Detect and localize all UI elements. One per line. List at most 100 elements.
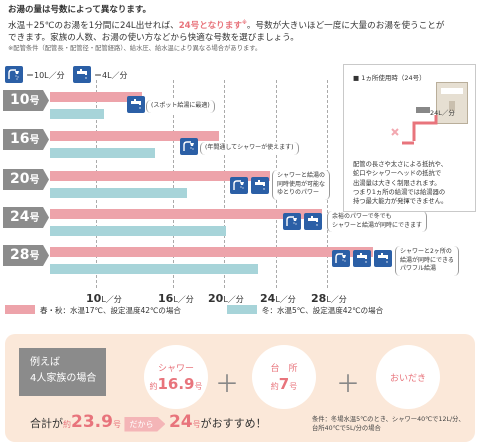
- x-tick-unit: L／分: [275, 295, 296, 304]
- row16-shower-icon: [180, 138, 198, 155]
- intro-footnote-mark: ※: [241, 20, 247, 26]
- legend-swatch-spring: [5, 305, 35, 314]
- intro-paragraph: 水温＋25℃のお湯を1分間に24L出せれば、24号となります※。号数が大きいほど…: [8, 17, 474, 45]
- row16-bubble: (年間通してシャワーが使えます): [200, 142, 299, 155]
- sum-arrow-tag: だから: [124, 416, 166, 432]
- intro-line1-a: 水温＋25℃のお湯を1分間に24L出せれば、: [8, 20, 179, 31]
- grid-line-20: [224, 80, 225, 288]
- row24-bubble: 余裕のパワーで冬でも シャワーと給湯が同時にできます: [327, 211, 428, 232]
- recommended-unit: 号: [192, 420, 201, 429]
- legend-label-spring: 春・秋：水温17℃、設定温度42℃の場合: [40, 306, 181, 315]
- reheat-circle-label: おいだき: [389, 374, 426, 384]
- legend-swatch-winter: [227, 305, 257, 314]
- recommended-value: 24: [168, 412, 193, 432]
- panel-flow: 24L／分: [430, 109, 455, 117]
- row10-faucet-icon: [127, 96, 145, 113]
- bar-spring-24: [50, 209, 322, 219]
- row-label-16: 16号: [3, 129, 49, 150]
- row28-bubble-line2: 給湯が同時にできる: [400, 256, 454, 264]
- kitchen-circle: 台 所 約7号: [252, 345, 316, 409]
- panel-body-line2: 蛇口やシャワーヘッドの抵抗で: [353, 170, 442, 178]
- row20-bubble-line2: 同時使用が可能な: [277, 180, 326, 188]
- bar-winter-10: [50, 109, 104, 119]
- shower-icon: [5, 66, 23, 83]
- conditions-line2: 台所40℃で5L/分の場合: [312, 425, 381, 432]
- example-label-line1: 例えば: [30, 357, 60, 368]
- shower-circle-pre: 約: [149, 382, 158, 391]
- row-label-number: 16: [10, 131, 30, 147]
- panel-body: 配管の長さや太さによる抵抗や、 蛇口やシャワーヘッドの抵抗で 出湯量は大きく制限…: [353, 160, 447, 206]
- row24-shower-icon: [283, 213, 301, 230]
- conditions-note: 条件：冬場水温5℃のとき、シャワー40℃で12L/分、 台所40℃で5L/分の場…: [312, 415, 465, 433]
- row-label-unit: 号: [29, 175, 40, 186]
- kitchen-circle-pre: 約: [270, 382, 279, 391]
- x-tick-value: 24: [260, 292, 276, 305]
- reheat-circle: おいだき: [376, 345, 440, 409]
- x-tick-value: 20: [208, 292, 224, 305]
- page-title: お湯の量は号数によって異なります。: [8, 5, 151, 15]
- row-label-10: 10号: [3, 90, 49, 111]
- row-label-number: 20: [10, 171, 30, 187]
- bar-winter-20: [50, 188, 187, 198]
- row28-bubble-line3: パワフル給湯: [400, 265, 437, 272]
- shower-circle-value: 16.9: [157, 375, 195, 393]
- bar-spring-28: [50, 247, 374, 257]
- plus-sign-2: ＋: [336, 370, 360, 398]
- row-label-number: 10: [10, 92, 30, 108]
- panel-body-line5: 持つ最大能力が発揮できません。: [353, 198, 448, 206]
- bar-spring-16: [50, 131, 220, 141]
- row28-shower-icon: [332, 250, 350, 267]
- row-label-28: 28号: [3, 245, 49, 266]
- x-tick-value: 10: [86, 292, 102, 305]
- legend-faucet-label: ＝4L／分: [94, 71, 128, 80]
- sum-prefix: 合計が: [30, 417, 63, 430]
- kitchen-circle-label: 台 所: [270, 364, 298, 374]
- row20-shower-icon: [230, 177, 248, 194]
- kitchen-circle-unit: 号: [289, 382, 298, 391]
- row28-faucet-icon-2: [374, 250, 392, 267]
- pipe-diagram-icon: [391, 115, 438, 145]
- bar-spring-20: [50, 171, 271, 181]
- panel-body-line4: つまり1ヵ所の給湯では給湯器の: [353, 188, 446, 196]
- row28-bubble: シャワーと2ヶ所の 給湯が同時にできる パワフル給湯: [395, 246, 459, 276]
- row-label-unit: 号: [29, 251, 40, 262]
- sum-tail: がおすすめ！: [200, 417, 267, 430]
- footnote: ※配管条件（配管長・配管径・配管経路）、給水圧、給水温により異なる場合があります…: [8, 45, 262, 52]
- legend-shower-label: ＝10L／分: [26, 71, 65, 80]
- intro-highlight: 24号となります: [178, 20, 242, 31]
- row28-faucet-icon-1: [353, 250, 371, 267]
- row24-bubble-line2: シャワーと給湯が同時にできます: [332, 221, 423, 229]
- grid-line-10: [96, 80, 97, 288]
- row-label-unit: 号: [29, 135, 40, 146]
- x-tick-unit: L／分: [173, 295, 194, 304]
- row-label-20: 20号: [3, 169, 49, 190]
- row-label-number: 28: [10, 247, 30, 263]
- bar-winter-28: [50, 264, 258, 274]
- legend-label-winter: 冬：水温5℃、設定温度42℃の場合: [262, 306, 384, 315]
- faucet-fixture-icon: [416, 107, 430, 113]
- x-tick-unit: L／分: [223, 295, 244, 304]
- shower-circle: シャワー 約16.9号: [144, 345, 208, 409]
- row-label-unit: 号: [29, 96, 40, 107]
- row28-bubble-line1: シャワーと2ヶ所の: [400, 248, 452, 255]
- example-label-box: 例えば 4人家族の場合: [19, 348, 106, 396]
- x-tick-16: 16L／分: [158, 292, 194, 305]
- row20-bubble: シャワーと給湯の 同時使用が可能な ゆとりのパワー: [272, 170, 331, 200]
- water-heater-icon: [436, 82, 468, 124]
- bar-winter-24: [50, 226, 226, 236]
- bar-winter-16: [50, 148, 155, 158]
- x-tick-10: 10L／分: [86, 292, 122, 305]
- faucet-icon: [73, 66, 91, 83]
- sum-value: 23.9: [71, 412, 113, 432]
- x-tick-value: 28: [311, 292, 327, 305]
- conditions-line1: 条件：冬場水温5℃のとき、シャワー40℃で12L/分、: [312, 416, 465, 423]
- row-label-number: 24: [10, 209, 30, 225]
- bar-spring-10: [50, 92, 143, 102]
- single-use-panel: ■ 1ヵ所使用時（24号） 24L／分 配管の長さや太さによる抵抗や、 蛇口やシ…: [343, 64, 476, 212]
- example-label-line2: 4人家族の場合: [30, 373, 97, 384]
- row-label-24: 24号: [3, 207, 49, 228]
- row20-bubble-line3: ゆとりのパワー: [277, 189, 320, 196]
- plus-sign-1: ＋: [215, 370, 239, 398]
- row24-faucet-icon: [304, 213, 322, 230]
- shower-circle-unit: 号: [194, 382, 203, 391]
